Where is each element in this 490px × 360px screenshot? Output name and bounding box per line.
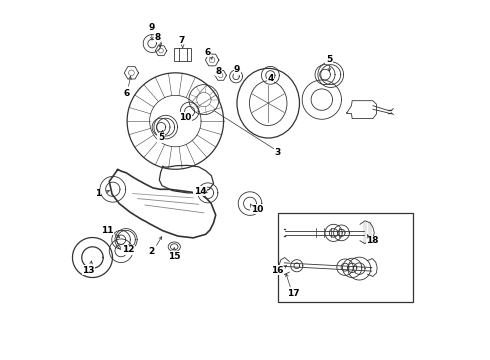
Text: 18: 18 [367,236,379,245]
Circle shape [159,48,163,53]
Text: 5: 5 [326,55,332,64]
Text: 9: 9 [234,66,240,75]
Circle shape [209,57,215,63]
Text: 6: 6 [123,89,129,98]
Circle shape [219,73,223,78]
Text: 10: 10 [250,205,263,214]
Text: 16: 16 [271,266,283,275]
Text: 2: 2 [148,247,154,256]
Text: 15: 15 [168,252,180,261]
Bar [278,213,413,302]
Text: 7: 7 [178,36,185,45]
Text: 11: 11 [101,225,114,234]
Text: 8: 8 [216,67,221,76]
Text: 4: 4 [268,74,274,83]
Text: 9: 9 [148,23,155,32]
Circle shape [128,70,134,76]
Text: 8: 8 [154,33,161,42]
Text: 6: 6 [204,48,211,57]
Text: 5: 5 [158,133,164,142]
Text: 13: 13 [82,266,95,275]
Bar [174,48,192,61]
Text: 17: 17 [287,289,299,298]
Text: 3: 3 [274,148,280,157]
Text: 1: 1 [95,189,101,198]
Text: 12: 12 [122,245,134,254]
Text: 10: 10 [179,113,192,122]
Text: 14: 14 [194,187,206,196]
